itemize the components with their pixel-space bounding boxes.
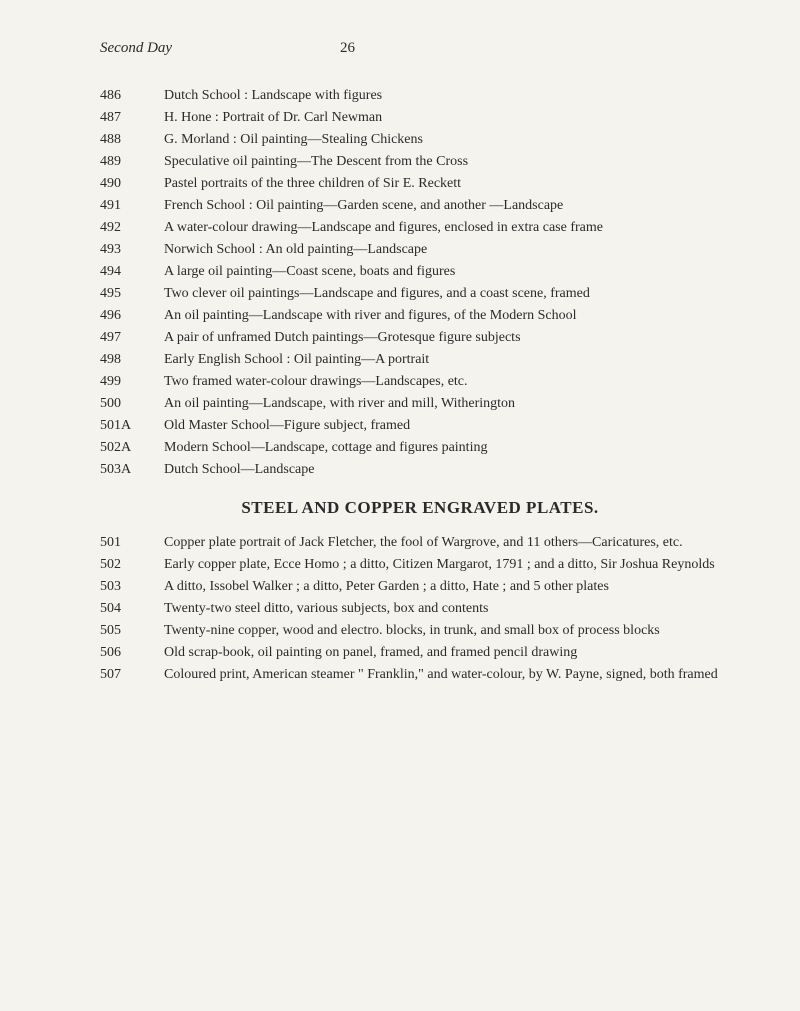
lot-number: 495 — [100, 283, 164, 304]
lot-number: 497 — [100, 327, 164, 348]
catalogue-entry: 506Old scrap-book, oil painting on panel… — [100, 642, 740, 663]
lot-description: Early English School : Oil painting—A po… — [164, 349, 740, 370]
catalogue-entry: 502AModern School—Landscape, cottage and… — [100, 437, 740, 458]
lot-description: Early copper plate, Ecce Homo ; a ditto,… — [164, 554, 740, 575]
lot-number: 493 — [100, 239, 164, 260]
lot-description: Speculative oil painting—The Descent fro… — [164, 151, 740, 172]
catalogue-entry: 492A water-colour drawing—Landscape and … — [100, 217, 740, 238]
lot-number: 501 — [100, 532, 164, 553]
catalogue-entry: 491French School : Oil painting—Garden s… — [100, 195, 740, 216]
lot-description: Copper plate portrait of Jack Fletcher, … — [164, 532, 740, 553]
lot-description: Dutch School : Landscape with figures — [164, 85, 740, 106]
lot-description: An oil painting—Landscape, with river an… — [164, 393, 740, 414]
lot-number: 498 — [100, 349, 164, 370]
lot-description: H. Hone : Portrait of Dr. Carl Newman — [164, 107, 740, 128]
lot-description: Twenty-two steel ditto, various subjects… — [164, 598, 740, 619]
catalogue-entry: 499Two framed water-colour drawings—Land… — [100, 371, 740, 392]
lot-number: 499 — [100, 371, 164, 392]
header-left: Second Day — [100, 40, 740, 57]
page-content: Second Day 26 486Dutch School : Landscap… — [0, 0, 800, 716]
lot-number: 502A — [100, 437, 164, 458]
catalogue-entry: 505Twenty-nine copper, wood and electro.… — [100, 620, 740, 641]
catalogue-entry: 487H. Hone : Portrait of Dr. Carl Newman — [100, 107, 740, 128]
catalogue-entry: 496An oil painting—Landscape with river … — [100, 305, 740, 326]
lot-description: Coloured print, American steamer " Frank… — [164, 664, 740, 685]
lot-description: French School : Oil painting—Garden scen… — [164, 195, 740, 216]
lot-number: 494 — [100, 261, 164, 282]
lot-description: Old scrap-book, oil painting on panel, f… — [164, 642, 740, 663]
catalogue-entry: 498Early English School : Oil painting—A… — [100, 349, 740, 370]
lot-number: 486 — [100, 85, 164, 106]
lot-description: Two framed water-colour drawings—Landsca… — [164, 371, 740, 392]
lot-description: G. Morland : Oil painting—Stealing Chick… — [164, 129, 740, 150]
lot-number: 491 — [100, 195, 164, 216]
lot-number: 502 — [100, 554, 164, 575]
lot-number: 503A — [100, 459, 164, 480]
lot-description: Twenty-nine copper, wood and electro. bl… — [164, 620, 740, 641]
catalogue-entry: 490Pastel portraits of the three childre… — [100, 173, 740, 194]
lot-description: Dutch School—Landscape — [164, 459, 740, 480]
catalogue-entry: 503A ditto, Issobel Walker ; a ditto, Pe… — [100, 576, 740, 597]
catalogue-entry: 501AOld Master School—Figure subject, fr… — [100, 415, 740, 436]
lot-number: 501A — [100, 415, 164, 436]
lot-number: 496 — [100, 305, 164, 326]
lot-description: Two clever oil paintings—Landscape and f… — [164, 283, 740, 304]
catalogue-entry: 489Speculative oil painting—The Descent … — [100, 151, 740, 172]
lot-description: An oil painting—Landscape with river and… — [164, 305, 740, 326]
lot-description: Norwich School : An old painting—Landsca… — [164, 239, 740, 260]
catalogue-entry: 488G. Morland : Oil painting—Stealing Ch… — [100, 129, 740, 150]
page-header: Second Day 26 — [100, 40, 740, 57]
catalogue-entry: 495Two clever oil paintings—Landscape an… — [100, 283, 740, 304]
lot-number: 507 — [100, 664, 164, 685]
catalogue-entry: 493Norwich School : An old painting—Land… — [100, 239, 740, 260]
lot-number: 506 — [100, 642, 164, 663]
catalogue-entry: 497A pair of unframed Dutch paintings—Gr… — [100, 327, 740, 348]
catalogue-entry: 486Dutch School : Landscape with figures — [100, 85, 740, 106]
catalogue-entry: 503ADutch School—Landscape — [100, 459, 740, 480]
catalogue-entry: 507Coloured print, American steamer " Fr… — [100, 664, 740, 685]
lot-description: A large oil painting—Coast scene, boats … — [164, 261, 740, 282]
lot-description: A water-colour drawing—Landscape and fig… — [164, 217, 740, 238]
catalogue-entry: 500An oil painting—Landscape, with river… — [100, 393, 740, 414]
lot-number: 489 — [100, 151, 164, 172]
lot-number: 492 — [100, 217, 164, 238]
catalogue-entry: 502Early copper plate, Ecce Homo ; a dit… — [100, 554, 740, 575]
lot-number: 505 — [100, 620, 164, 641]
lot-number: 504 — [100, 598, 164, 619]
section-title: STEEL AND COPPER ENGRAVED PLATES. — [100, 498, 740, 518]
lot-number: 490 — [100, 173, 164, 194]
catalogue-section-top: 486Dutch School : Landscape with figures… — [100, 85, 740, 480]
lot-number: 487 — [100, 107, 164, 128]
lot-description: Modern School—Landscape, cottage and fig… — [164, 437, 740, 458]
lot-number: 500 — [100, 393, 164, 414]
catalogue-entry: 494A large oil painting—Coast scene, boa… — [100, 261, 740, 282]
lot-description: A ditto, Issobel Walker ; a ditto, Peter… — [164, 576, 740, 597]
lot-number: 503 — [100, 576, 164, 597]
lot-number: 488 — [100, 129, 164, 150]
lot-description: A pair of unframed Dutch paintings—Grote… — [164, 327, 740, 348]
lot-description: Old Master School—Figure subject, framed — [164, 415, 740, 436]
page-number: 26 — [340, 40, 355, 57]
catalogue-entry: 501Copper plate portrait of Jack Fletche… — [100, 532, 740, 553]
lot-description: Pastel portraits of the three children o… — [164, 173, 740, 194]
catalogue-entry: 504Twenty-two steel ditto, various subje… — [100, 598, 740, 619]
catalogue-section-bottom: 501Copper plate portrait of Jack Fletche… — [100, 532, 740, 685]
